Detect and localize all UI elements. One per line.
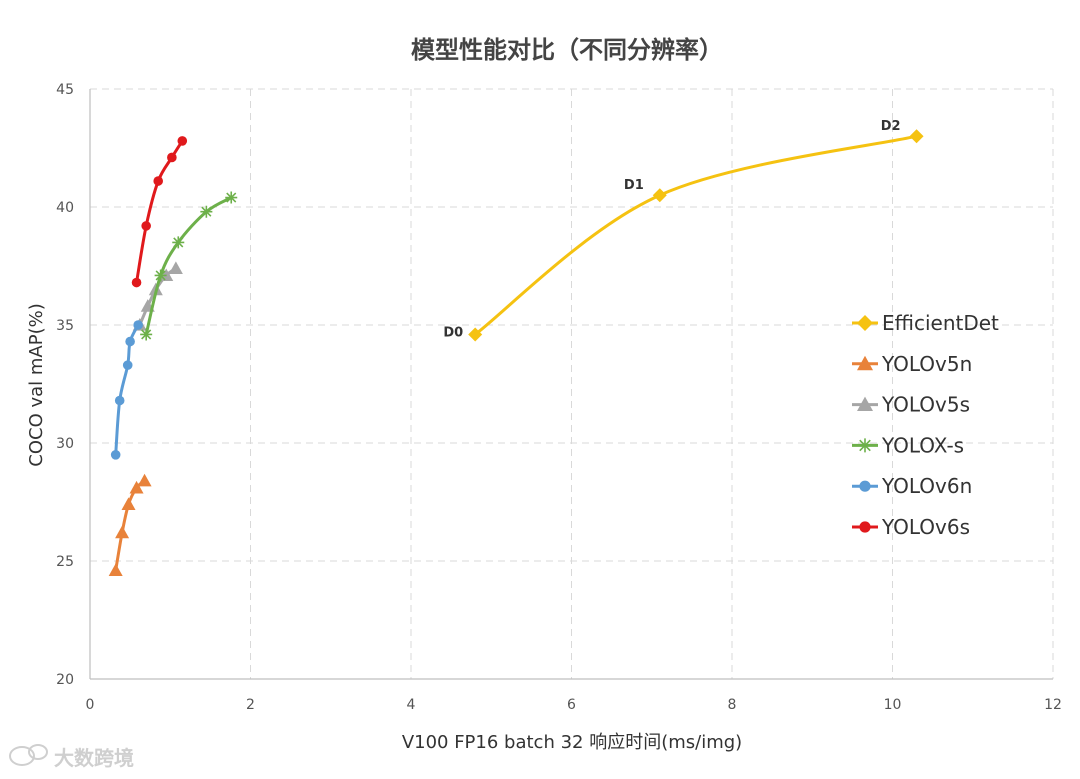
legend-item-yolov5s: YOLOv5s (852, 393, 970, 417)
legend-item-yolov6n: YOLOv6n (852, 474, 972, 498)
data-point-yolov5n-4 (137, 473, 152, 487)
series-line-yolox-s (144, 196, 233, 336)
x-tick-label-0: 0 (86, 697, 95, 713)
data-point-yolov6s-0 (131, 277, 142, 288)
data-point-yolov5n-0 (108, 563, 123, 577)
y-tick-label-0: 20 (56, 672, 74, 688)
y-tick-label-5: 45 (56, 82, 74, 98)
legend-item-yolov5n: YOLOv5n (852, 352, 972, 376)
x-tick-label-2: 4 (407, 697, 416, 713)
data-point-yolov6n-1 (114, 395, 125, 406)
legend-label-efficientdet: EfficientDet (882, 311, 999, 335)
legend-item-yolox-s: YOLOX-s (852, 433, 964, 457)
data-point-yolov6s-2 (153, 176, 164, 186)
legend-label-yolov5s: YOLOv5s (881, 393, 970, 417)
series-line-yolov5n (114, 479, 147, 572)
data-point-yolov6n-2 (122, 360, 133, 370)
legend: EfficientDet YOLOv5n YOLOv5s YOLOX-s YOLOv6n… (852, 311, 999, 539)
y-tick-label-4: 40 (56, 200, 74, 216)
series-layer (108, 129, 924, 577)
x-tick-label-4: 8 (728, 697, 737, 713)
data-point-yolox-s-4 (225, 191, 238, 204)
x-tick-label-3: 6 (567, 697, 576, 713)
y-tick-label-1: 25 (56, 554, 74, 570)
x-tick-label-5: 10 (884, 697, 902, 713)
series-line-yolov6s (135, 139, 184, 285)
y-tick-label-2: 30 (56, 436, 74, 452)
watermark: 大数跨境 (9, 744, 134, 770)
legend-label-yolox-s: YOLOX-s (881, 433, 964, 457)
data-point-yolov6s-4 (177, 136, 188, 146)
plot-axes (89, 89, 1053, 680)
data-point-yolov5n-2 (121, 497, 136, 510)
legend-marker-efficientdet (857, 315, 873, 331)
series-yolox-s (140, 191, 238, 341)
point-label-efficientdet-0: D0 (443, 325, 463, 340)
point-annotations: D0 D1 D2 (443, 119, 900, 340)
legend-marker-yolox-s (858, 438, 872, 453)
series-yolov5n (108, 473, 152, 577)
y-tick-label-3: 35 (56, 318, 74, 334)
legend-marker-yolov5n (857, 355, 873, 371)
data-point-yolov6s-3 (167, 152, 177, 163)
data-point-yolox-s-0 (140, 328, 153, 341)
legend-item-yolov6s: YOLOv6s (852, 515, 970, 539)
data-point-yolov6n-4 (133, 320, 143, 330)
series-efficientdet (468, 129, 924, 342)
legend-label-yolov5n: YOLOv5n (881, 352, 972, 376)
point-label-efficientdet-2: D2 (881, 119, 901, 134)
data-point-efficientdet-0 (468, 327, 483, 342)
data-point-yolov6s-1 (141, 221, 151, 231)
series-yolov6s (131, 136, 188, 288)
series-yolov6n (110, 320, 143, 460)
tick-labels: 0 2 4 6 8 10 12 20 25 30 35 40 45 (56, 82, 1062, 713)
watermark-text: 大数跨境 (54, 746, 134, 770)
legend-marker-yolov6n (859, 480, 871, 492)
data-point-yolov6n-0 (110, 450, 121, 460)
data-point-yolox-s-2 (172, 236, 185, 249)
legend-item-efficientdet: EfficientDet (852, 311, 999, 335)
data-point-yolov5n-3 (129, 480, 144, 494)
x-tick-label-1: 2 (246, 697, 255, 713)
data-point-yolox-s-3 (200, 205, 213, 218)
data-point-yolox-s-1 (154, 269, 167, 282)
data-point-efficientdet-1 (652, 188, 667, 203)
chart-title: 模型性能对比（不同分辨率） (411, 36, 723, 64)
data-point-yolov6n-3 (125, 336, 135, 347)
legend-marker-yolov5s (857, 396, 873, 411)
y-axis-label: COCO val mAP(%) (26, 303, 47, 466)
data-point-efficientdet-2 (909, 129, 924, 144)
legend-marker-yolov6s (859, 521, 871, 533)
data-point-yolov5s-4 (168, 261, 183, 274)
series-line-efficientdet (473, 134, 919, 336)
plot-grid (90, 88, 1054, 679)
data-point-yolov5n-1 (115, 525, 130, 539)
legend-label-yolov6s: YOLOv6s (881, 515, 970, 539)
point-label-efficientdet-1: D1 (624, 178, 644, 193)
x-axis-label: V100 FP16 batch 32 响应时间(ms/img) (402, 732, 742, 753)
x-tick-label-6: 12 (1044, 697, 1062, 713)
legend-label-yolov6n: YOLOv6n (881, 474, 972, 498)
chat-bubble-icon (9, 744, 48, 766)
